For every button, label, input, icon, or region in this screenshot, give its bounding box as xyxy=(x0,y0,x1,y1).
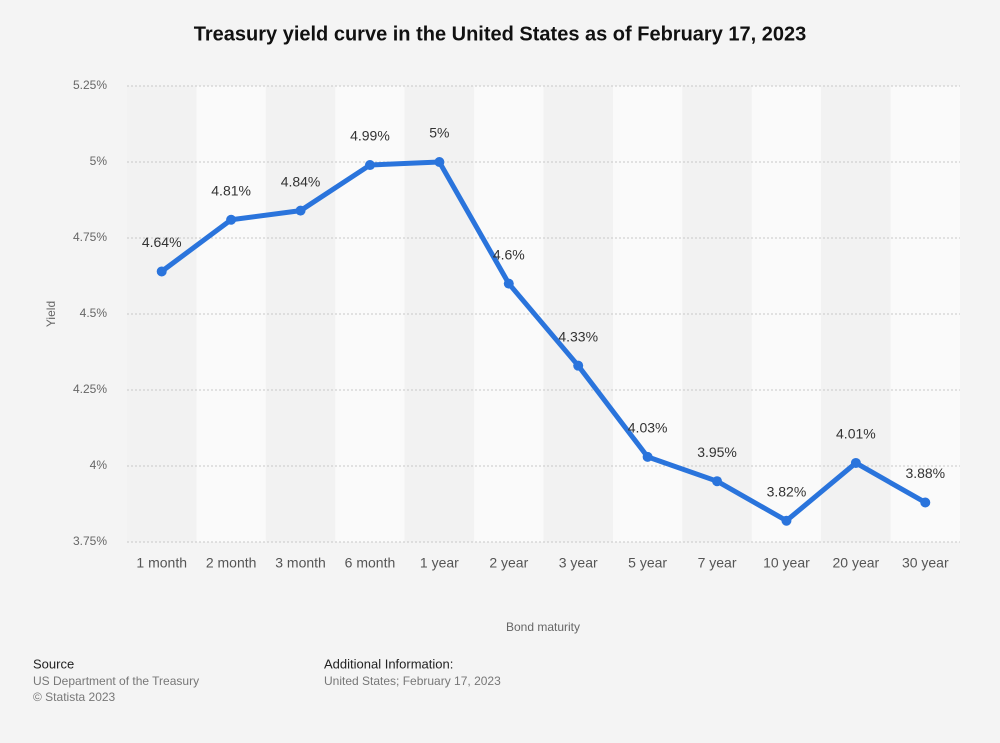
data-label: 4.64% xyxy=(142,234,182,250)
y-tick-label: 4.5% xyxy=(80,306,108,320)
x-tick-label: 3 month xyxy=(275,555,326,571)
data-label: 4.6% xyxy=(493,246,525,262)
data-label: 3.88% xyxy=(905,465,945,481)
column-band xyxy=(751,86,822,542)
x-tick-label: 6 month xyxy=(345,555,396,571)
y-tick-label: 4.25% xyxy=(73,382,107,396)
data-label: 4.99% xyxy=(350,128,390,144)
point xyxy=(364,160,375,171)
point xyxy=(226,214,237,225)
y-tick-label: 3.75% xyxy=(73,534,107,548)
x-tick-label: 30 year xyxy=(902,555,949,571)
y-tick-label: 5.25% xyxy=(73,78,107,92)
data-label: 4.01% xyxy=(836,426,876,442)
column-band xyxy=(543,86,613,542)
x-tick-label: 1 year xyxy=(420,555,459,571)
point xyxy=(503,278,514,289)
point xyxy=(850,457,861,468)
point xyxy=(295,205,306,216)
info-title: Additional Information: xyxy=(324,656,453,671)
x-tick-label: 3 year xyxy=(559,555,598,571)
y-tick-label: 4% xyxy=(90,458,108,472)
point xyxy=(156,266,167,277)
point xyxy=(712,476,723,487)
x-axis-title: Bond maturity xyxy=(506,620,580,634)
data-label: 3.95% xyxy=(697,444,737,460)
x-tick-label: 2 year xyxy=(489,555,528,571)
point xyxy=(920,497,931,508)
point xyxy=(573,360,584,371)
copyright: © Statista 2023 xyxy=(33,690,116,704)
x-tick-label: 7 year xyxy=(698,555,737,571)
y-tick-label: 4.75% xyxy=(73,230,107,244)
x-tick-label: 5 year xyxy=(628,555,667,571)
y-tick-label: 5% xyxy=(90,154,108,168)
data-label: 5% xyxy=(429,125,449,141)
x-tick-label: 1 month xyxy=(136,555,187,571)
x-tick-label: 2 month xyxy=(206,555,257,571)
point xyxy=(781,515,792,526)
x-tick-label: 10 year xyxy=(763,555,810,571)
source: US Department of the Treasury xyxy=(33,674,199,688)
data-label: 3.82% xyxy=(767,483,807,499)
data-label: 4.84% xyxy=(281,173,321,189)
line xyxy=(159,159,928,524)
column-band xyxy=(335,86,405,542)
point xyxy=(434,157,445,167)
column-band xyxy=(127,86,197,542)
point xyxy=(642,451,653,462)
x-tick-label: 20 year xyxy=(833,555,880,571)
source-title: Source xyxy=(33,656,74,671)
info: United States; February 17, 2023 xyxy=(324,674,501,688)
data-label: 4.33% xyxy=(558,328,598,344)
y-axis-title: Yield xyxy=(44,301,58,327)
data-label: 4.03% xyxy=(628,420,668,436)
chart-title: Treasury yield curve in the United State… xyxy=(194,23,806,45)
data-label: 4.81% xyxy=(211,182,251,198)
